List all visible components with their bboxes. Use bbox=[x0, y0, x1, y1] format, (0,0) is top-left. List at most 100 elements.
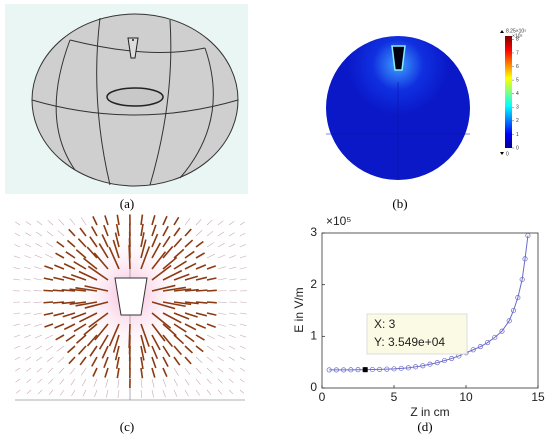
field-arrow bbox=[173, 227, 181, 237]
field-arrow bbox=[140, 345, 145, 361]
colorbar-max: 8.25×10⁵ bbox=[506, 28, 526, 34]
field-arrow bbox=[14, 244, 21, 248]
field-arrow bbox=[103, 224, 109, 237]
field-arrow bbox=[184, 378, 190, 386]
field-arrow bbox=[195, 323, 207, 329]
field-arrow bbox=[46, 356, 54, 362]
field-arrow bbox=[184, 345, 194, 354]
field-arrow bbox=[56, 345, 65, 352]
field-arrow bbox=[86, 334, 98, 347]
field-arrow bbox=[63, 323, 76, 331]
field-arrow bbox=[162, 312, 182, 324]
point bbox=[510, 307, 517, 314]
field-arrow bbox=[239, 232, 246, 237]
field-arrow bbox=[206, 230, 214, 237]
field-arrow bbox=[228, 356, 235, 361]
field-arrow bbox=[162, 215, 168, 226]
field-arrow bbox=[24, 334, 32, 338]
cone bbox=[127, 37, 139, 59]
field-arrow bbox=[70, 273, 87, 281]
field-arrow bbox=[58, 219, 65, 226]
field-arrow bbox=[35, 345, 43, 350]
field-arrow bbox=[151, 323, 166, 342]
field-arrow bbox=[87, 265, 109, 281]
point bbox=[434, 360, 440, 366]
field-arrow bbox=[206, 265, 217, 270]
field-arrow bbox=[140, 378, 143, 388]
field-arrow bbox=[184, 312, 198, 318]
field-arrow bbox=[105, 389, 109, 398]
field-arrow bbox=[91, 356, 98, 367]
field-arrow bbox=[140, 223, 144, 237]
field-arrow bbox=[162, 334, 174, 348]
y-tick-label: 2 bbox=[310, 277, 317, 291]
colorbar-exponent: ×10⁵ bbox=[512, 33, 523, 39]
field-arrow bbox=[239, 278, 247, 281]
point bbox=[391, 366, 397, 372]
field-arrow bbox=[112, 239, 120, 259]
field-arrow bbox=[36, 231, 43, 237]
field-arrow bbox=[105, 378, 109, 388]
field-arrow bbox=[162, 378, 167, 387]
colorbar-tick-label: 3 bbox=[516, 105, 519, 111]
field-arrow bbox=[61, 289, 76, 292]
field-arrow bbox=[228, 389, 234, 395]
tip bbox=[132, 39, 134, 41]
field-arrow bbox=[151, 389, 154, 398]
field-arrow bbox=[81, 378, 87, 387]
field-arrow bbox=[24, 243, 32, 248]
field-arrow bbox=[57, 356, 65, 363]
colorbar-tick-label: 6 bbox=[516, 64, 519, 70]
field-arrow bbox=[13, 334, 21, 338]
field-arrow bbox=[217, 301, 227, 303]
field-arrow bbox=[217, 231, 225, 237]
field-arrow bbox=[162, 367, 168, 378]
point bbox=[515, 295, 521, 301]
caption: (d) bbox=[417, 419, 432, 434]
field-arrow bbox=[173, 288, 192, 292]
field-arrow bbox=[67, 345, 76, 354]
field-arrow bbox=[101, 345, 109, 359]
field-arrow bbox=[217, 312, 227, 315]
point bbox=[377, 366, 383, 372]
field-arrow bbox=[104, 215, 109, 226]
field-arrow bbox=[37, 389, 43, 395]
field-arrow bbox=[151, 215, 156, 226]
colorbar-min: 0 bbox=[506, 151, 509, 157]
field-arrow bbox=[89, 345, 98, 357]
field-arrow bbox=[94, 323, 109, 341]
field-arrow bbox=[162, 301, 186, 308]
field-arrow bbox=[195, 367, 202, 374]
field-arrow bbox=[36, 220, 43, 226]
field-arrow bbox=[55, 334, 65, 341]
field-arrow bbox=[75, 334, 87, 344]
field-arrow bbox=[151, 378, 155, 388]
panel-a bbox=[5, 4, 248, 194]
edge bbox=[179, 47, 214, 179]
field-arrow bbox=[151, 251, 167, 270]
field-arrow bbox=[151, 301, 176, 310]
field-arrow bbox=[53, 276, 65, 281]
colorbar-tick-label: 8 bbox=[516, 37, 519, 43]
field-arrow bbox=[206, 253, 216, 259]
field-arrow bbox=[162, 323, 177, 337]
x-tick-label: 15 bbox=[531, 390, 545, 404]
field-arrow bbox=[206, 242, 215, 248]
field-arrow bbox=[239, 345, 246, 349]
field-arrow bbox=[184, 218, 191, 226]
field-arrow bbox=[103, 356, 109, 369]
field-arrow bbox=[206, 345, 215, 351]
point bbox=[348, 367, 354, 373]
field-arrow bbox=[36, 367, 43, 373]
field-arrow bbox=[92, 367, 98, 377]
y-tick-label: 3 bbox=[310, 225, 317, 239]
field-arrow bbox=[46, 231, 54, 237]
field-arrow bbox=[101, 234, 109, 248]
field-arrow bbox=[79, 227, 87, 237]
field-arrow bbox=[206, 312, 217, 316]
field-arrow bbox=[151, 264, 172, 281]
field-arrow bbox=[195, 345, 204, 353]
field-arrow bbox=[43, 312, 54, 316]
field-arrow bbox=[54, 264, 65, 270]
field-arrow bbox=[33, 278, 43, 281]
